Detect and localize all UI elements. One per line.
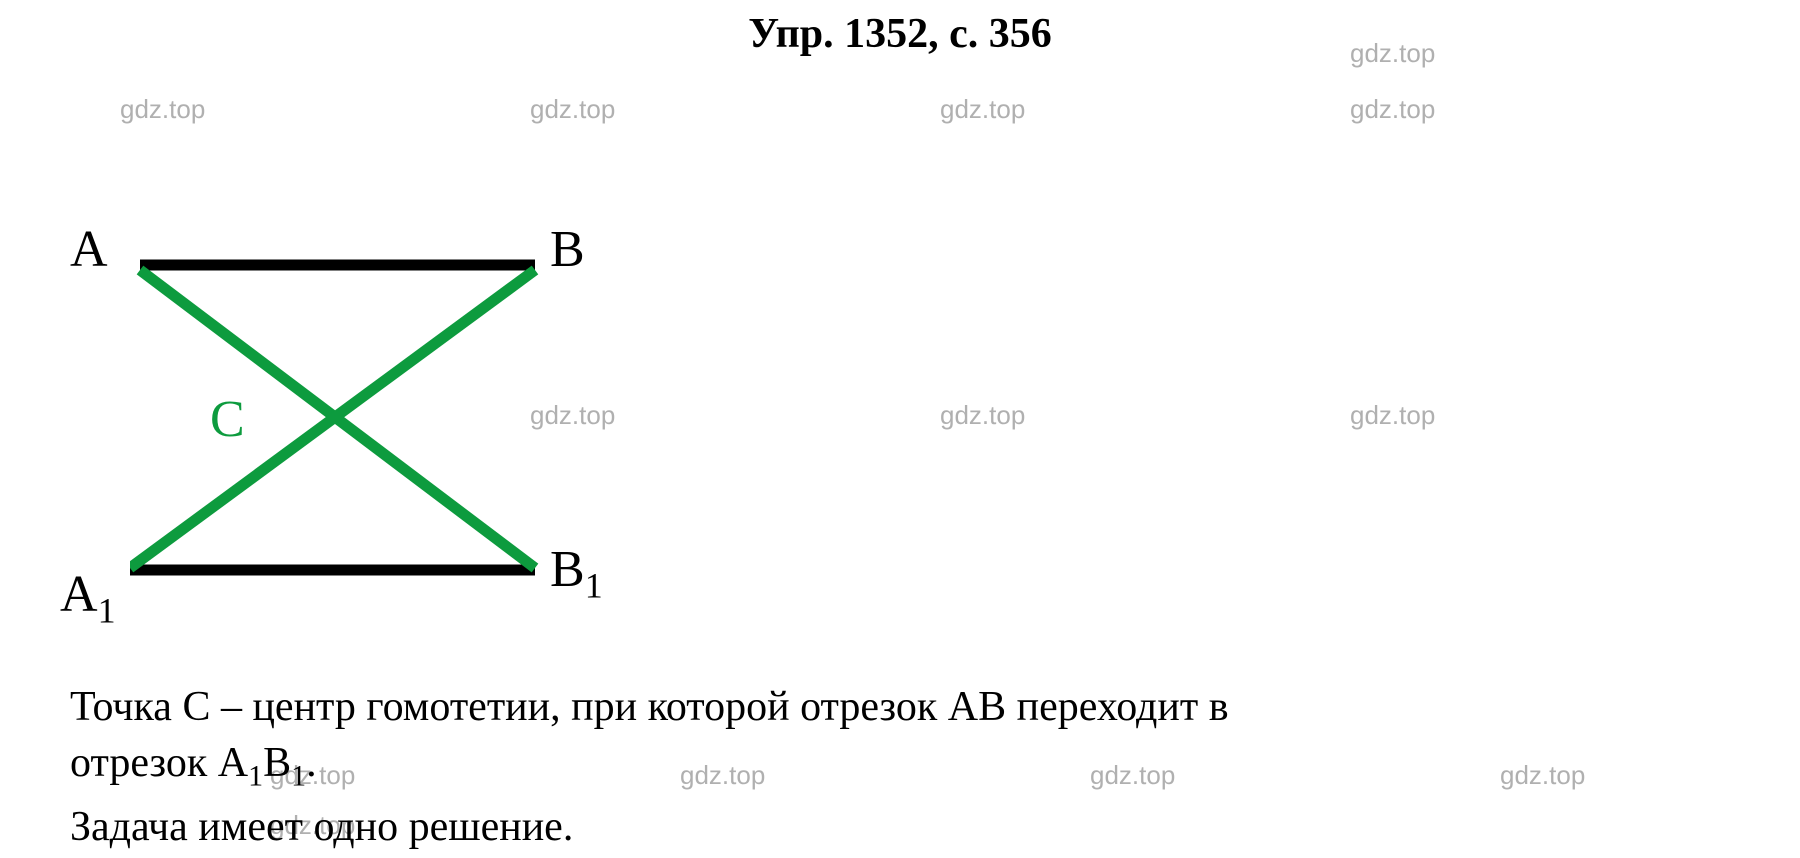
diagram-svg — [130, 250, 550, 590]
watermark: gdz.top — [120, 94, 205, 125]
label-B1: B1 — [550, 540, 603, 606]
body-text-line3: Задача имеет одно решение. — [70, 800, 1730, 855]
label-A: A — [70, 220, 108, 279]
watermark: gdz.top — [940, 94, 1025, 125]
label-A1-base: A — [60, 566, 98, 623]
line2-b: B — [263, 740, 291, 786]
page-title: Упр. 1352, с. 356 — [0, 10, 1800, 58]
watermark: gdz.top — [1350, 38, 1435, 69]
line2-sub2: 1 — [291, 759, 306, 792]
body-text-line1: Точка C – центр гомотетии, при которой о… — [70, 680, 1730, 735]
watermark: gdz.top — [1350, 400, 1435, 431]
geometry-diagram: A B C A 1 B1 — [60, 220, 620, 620]
watermark: gdz.top — [1350, 94, 1435, 125]
watermark: gdz.top — [940, 400, 1025, 431]
line2-c: . — [306, 740, 317, 786]
label-B: B — [550, 220, 585, 279]
line2-a: отрезок A — [70, 740, 248, 786]
label-C: C — [210, 390, 245, 449]
body-text-line2: отрезок A1B1. — [70, 736, 1730, 795]
label-A1: A1 — [60, 565, 116, 631]
label-A1-sub: 1 — [98, 590, 116, 630]
line2-sub1: 1 — [248, 759, 263, 792]
watermark: gdz.top — [530, 94, 615, 125]
label-B1-sub: 1 — [585, 565, 603, 605]
label-B1-base: B — [550, 541, 585, 598]
